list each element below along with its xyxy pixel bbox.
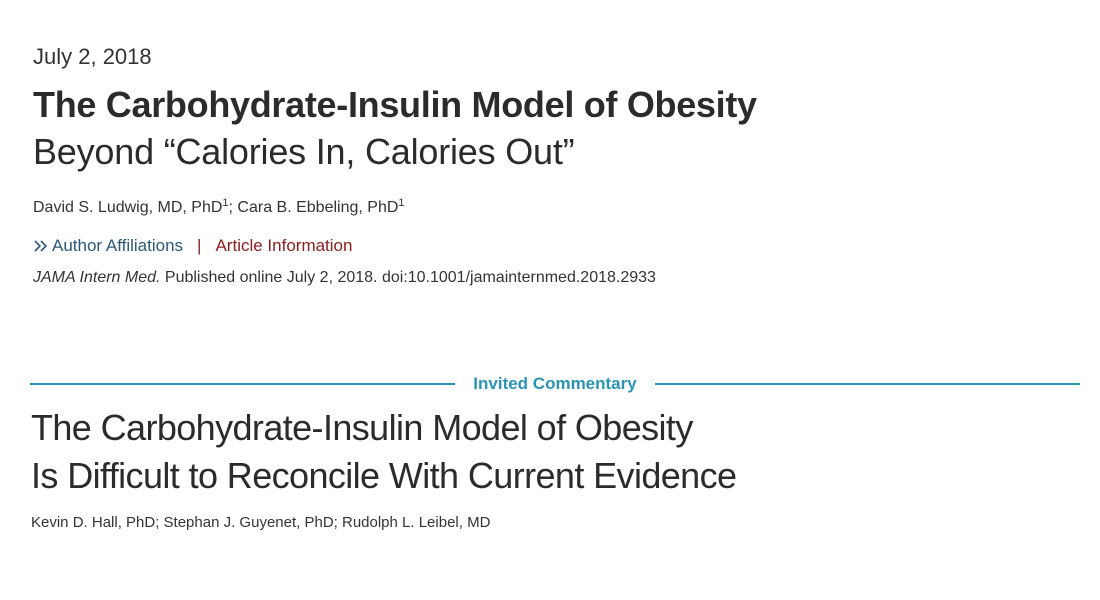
commentary-title-line-1: The Carbohydrate-Insulin Model of Obesit… xyxy=(31,407,693,448)
commentary-title-line-2: Is Difficult to Reconcile With Current E… xyxy=(31,455,737,496)
author-affiliation-marker: 1 xyxy=(222,196,229,209)
divider-line-left xyxy=(30,383,456,385)
citation-details: Published online July 2, 2018. doi:10.10… xyxy=(160,268,656,286)
journal-name: JAMA Intern Med. xyxy=(33,268,161,286)
article-title: The Carbohydrate-Insulin Model of Obesit… xyxy=(33,84,757,125)
article-subtitle: Beyond “Calories In, Calories Out” xyxy=(33,131,575,172)
section-divider: Invited Commentary xyxy=(30,372,1080,396)
article-links: Author Affiliations | Article Informatio… xyxy=(33,233,1073,259)
double-chevron-right-icon[interactable] xyxy=(33,239,49,253)
article-information-link[interactable]: Article Information xyxy=(215,235,353,255)
section-label: Invited Commentary xyxy=(473,374,637,393)
commentary-title: The Carbohydrate-Insulin Model of Obesit… xyxy=(31,404,1071,500)
author-affiliations-link[interactable]: Author Affiliations xyxy=(52,235,184,255)
link-separator: | xyxy=(197,235,202,255)
article-header-primary: July 2, 2018 The Carbohydrate-Insulin Mo… xyxy=(33,44,1073,287)
divider-line-right xyxy=(654,383,1080,385)
author-name: Cara B. Ebbeling, PhD xyxy=(237,198,399,216)
publication-date: July 2, 2018 xyxy=(33,44,152,69)
author-affiliation-marker: 1 xyxy=(398,196,405,209)
author-list: David S. Ludwig, MD, PhD1; Cara B. Ebbel… xyxy=(33,197,1073,223)
article-header-commentary: The Carbohydrate-Insulin Model of Obesit… xyxy=(31,404,1071,531)
citation: JAMA Intern Med. Published online July 2… xyxy=(33,269,1073,287)
commentary-author-list: Kevin D. Hall, PhD; Stephan J. Guyenet, … xyxy=(31,514,491,531)
author-name: David S. Ludwig, MD, PhD xyxy=(33,198,223,216)
author-separator: ; xyxy=(228,198,238,216)
